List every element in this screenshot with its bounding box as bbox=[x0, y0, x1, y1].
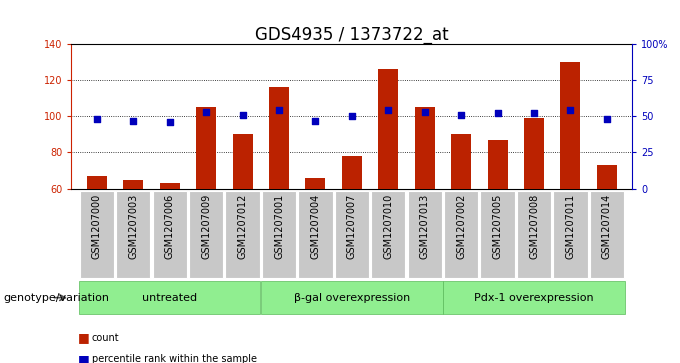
Text: GSM1207000: GSM1207000 bbox=[92, 193, 102, 258]
Point bbox=[128, 118, 139, 123]
Text: GSM1207003: GSM1207003 bbox=[129, 193, 138, 258]
Bar bbox=[160, 183, 180, 189]
Bar bbox=[233, 134, 253, 189]
Point bbox=[273, 107, 284, 113]
FancyBboxPatch shape bbox=[554, 191, 588, 278]
FancyBboxPatch shape bbox=[80, 191, 114, 278]
Point bbox=[383, 107, 394, 113]
Text: GSM1207008: GSM1207008 bbox=[529, 193, 539, 258]
Point bbox=[492, 110, 503, 116]
Point bbox=[201, 109, 211, 115]
FancyBboxPatch shape bbox=[517, 191, 551, 278]
Bar bbox=[87, 176, 107, 189]
Bar bbox=[269, 87, 289, 189]
Text: GSM1207007: GSM1207007 bbox=[347, 193, 357, 259]
FancyBboxPatch shape bbox=[299, 191, 333, 278]
Bar bbox=[597, 165, 617, 189]
Bar bbox=[342, 156, 362, 189]
Bar bbox=[415, 107, 435, 189]
Text: ■: ■ bbox=[78, 331, 90, 344]
Point bbox=[456, 112, 466, 118]
Text: percentile rank within the sample: percentile rank within the sample bbox=[92, 354, 257, 363]
Text: GSM1207014: GSM1207014 bbox=[602, 193, 612, 258]
Point bbox=[420, 109, 430, 115]
Text: genotype/variation: genotype/variation bbox=[3, 293, 109, 303]
Text: GSM1207011: GSM1207011 bbox=[566, 193, 575, 258]
Title: GDS4935 / 1373722_at: GDS4935 / 1373722_at bbox=[255, 25, 449, 44]
FancyBboxPatch shape bbox=[261, 281, 443, 314]
Bar bbox=[305, 178, 326, 189]
Point bbox=[565, 107, 576, 113]
Text: GSM1207005: GSM1207005 bbox=[492, 193, 503, 259]
Text: GSM1207010: GSM1207010 bbox=[384, 193, 393, 258]
Bar bbox=[196, 107, 216, 189]
Point bbox=[165, 119, 175, 125]
FancyBboxPatch shape bbox=[79, 281, 260, 314]
FancyBboxPatch shape bbox=[152, 191, 187, 278]
Bar bbox=[524, 118, 544, 189]
Bar bbox=[488, 140, 508, 189]
Point bbox=[91, 116, 102, 122]
FancyBboxPatch shape bbox=[444, 191, 478, 278]
FancyBboxPatch shape bbox=[371, 191, 405, 278]
Bar bbox=[560, 62, 581, 189]
Text: GSM1207004: GSM1207004 bbox=[311, 193, 320, 258]
FancyBboxPatch shape bbox=[262, 191, 296, 278]
Point bbox=[310, 118, 321, 123]
Text: GSM1207002: GSM1207002 bbox=[456, 193, 466, 259]
Text: GSM1207009: GSM1207009 bbox=[201, 193, 211, 258]
FancyBboxPatch shape bbox=[335, 191, 369, 278]
FancyBboxPatch shape bbox=[116, 191, 150, 278]
FancyBboxPatch shape bbox=[226, 191, 260, 278]
FancyBboxPatch shape bbox=[481, 191, 515, 278]
FancyBboxPatch shape bbox=[189, 191, 223, 278]
Bar bbox=[378, 69, 398, 189]
Text: untreated: untreated bbox=[142, 293, 197, 303]
FancyBboxPatch shape bbox=[590, 191, 624, 278]
Text: count: count bbox=[92, 333, 120, 343]
FancyBboxPatch shape bbox=[407, 191, 442, 278]
Point bbox=[528, 110, 539, 116]
Text: GSM1207013: GSM1207013 bbox=[420, 193, 430, 258]
Text: β-gal overexpression: β-gal overexpression bbox=[294, 293, 410, 303]
Text: ■: ■ bbox=[78, 353, 90, 363]
Point bbox=[346, 113, 358, 119]
Text: Pdx-1 overexpression: Pdx-1 overexpression bbox=[474, 293, 594, 303]
Text: GSM1207006: GSM1207006 bbox=[165, 193, 175, 258]
FancyBboxPatch shape bbox=[443, 281, 625, 314]
Text: GSM1207001: GSM1207001 bbox=[274, 193, 284, 258]
Text: GSM1207012: GSM1207012 bbox=[237, 193, 248, 259]
Bar bbox=[451, 134, 471, 189]
Point bbox=[237, 112, 248, 118]
Point bbox=[601, 116, 612, 122]
Bar bbox=[123, 180, 143, 189]
